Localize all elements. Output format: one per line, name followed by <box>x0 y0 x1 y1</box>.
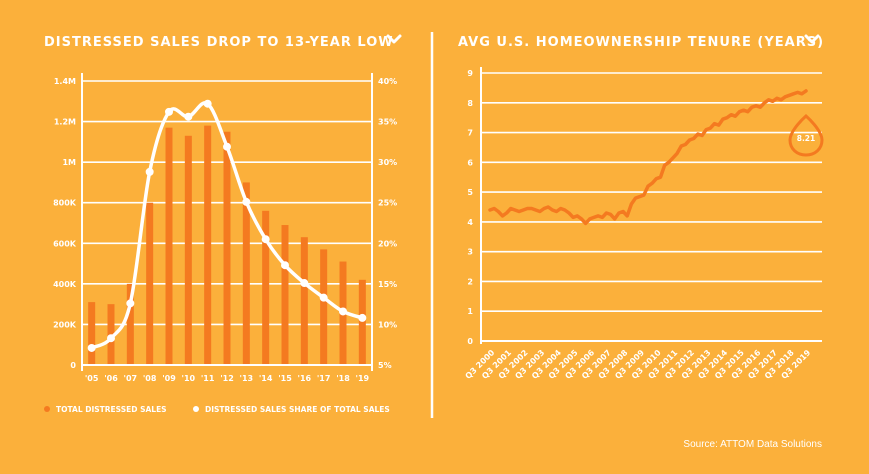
y-right-tick-label: 15% <box>378 280 397 289</box>
y-tick-label: 6 <box>467 158 473 167</box>
x-tick-label: '12 <box>220 374 234 383</box>
y-right-tick-label: 30% <box>378 158 397 167</box>
tenure-gridlines <box>480 67 822 344</box>
share-point <box>358 313 367 322</box>
share-point <box>87 343 96 352</box>
chevron-down-icon[interactable] <box>386 34 402 44</box>
left-y-axis: 0 200K 400K 600K 800K 1M 1.2M 1.4M <box>53 77 77 370</box>
x-tick-label: '15 <box>278 374 292 383</box>
y-left-tick-label: 600K <box>53 239 77 248</box>
share-point <box>319 293 328 302</box>
legend-line-label: DISTRESSED SALES SHARE OF TOTAL SALES <box>205 405 390 414</box>
y-left-tick-label: 800K <box>53 199 77 208</box>
share-point <box>145 167 154 176</box>
right-y-axis: 5% 10% 15% 20% 25% 30% 35% 40% <box>378 77 397 370</box>
share-point <box>300 279 309 288</box>
x-tick-label: '06 <box>104 374 118 383</box>
y-tick-label: 0 <box>467 337 473 346</box>
left-x-axis: '05 '06 '07 '08 '09 '10 '11 '12 '13 '14 '15 '16 '17 '… <box>85 374 370 383</box>
x-tick-label: '13 <box>240 374 254 383</box>
x-tick-label: '19 <box>356 374 370 383</box>
share-point <box>126 299 135 308</box>
x-tick-label: '07 <box>124 374 138 383</box>
legend-bar-label: TOTAL DISTRESSED SALES <box>56 405 167 414</box>
share-point <box>339 307 347 316</box>
y-right-tick-label: 40% <box>378 77 397 86</box>
chevron-down-icon[interactable] <box>804 34 820 44</box>
legend-bar-swatch <box>44 406 50 412</box>
x-tick-label: '11 <box>201 374 215 383</box>
y-left-tick-label: 0 <box>70 361 76 370</box>
x-tick-label: '08 <box>143 374 157 383</box>
tenure-chart: AVG U.S. HOMEOWNERSHIP TENURE (YEARS) 0 1… <box>458 34 824 381</box>
y-left-tick-label: 1.2M <box>54 118 76 127</box>
y-right-tick-label: 20% <box>378 239 397 248</box>
y-tick-label: 8 <box>467 99 473 108</box>
bar <box>223 131 231 365</box>
share-point <box>223 142 231 151</box>
left-legend: TOTAL DISTRESSED SALES DISTRESSED SALES … <box>44 405 390 414</box>
source-note: Source: ATTOM Data Solutions <box>683 439 822 450</box>
y-tick-label: 4 <box>467 218 473 227</box>
share-point <box>203 99 212 108</box>
legend-line-swatch <box>193 406 199 412</box>
y-tick-label: 2 <box>467 277 473 286</box>
bar <box>358 279 366 365</box>
bar <box>300 237 308 365</box>
x-tick-label: '17 <box>317 374 331 383</box>
latest-value-callout: 8.21 <box>788 114 824 157</box>
bar <box>184 135 192 365</box>
bar <box>88 302 96 365</box>
x-tick-label: '18 <box>336 374 350 383</box>
share-point <box>242 197 251 206</box>
y-tick-label: 3 <box>467 248 473 257</box>
callout-value: 8.21 <box>797 134 816 143</box>
y-right-tick-label: 25% <box>378 199 397 208</box>
share-point <box>261 235 270 244</box>
bar <box>146 202 154 365</box>
bar <box>126 283 134 365</box>
bar <box>320 249 328 365</box>
tenure-line <box>488 89 808 226</box>
y-left-tick-label: 1.4M <box>54 77 76 86</box>
x-tick-label: '14 <box>259 374 273 383</box>
tenure-line-path <box>488 89 808 226</box>
y-tick-label: 9 <box>467 69 473 78</box>
share-point <box>184 112 193 121</box>
y-right-tick-label: 35% <box>378 118 397 127</box>
share-point <box>281 261 289 270</box>
bar <box>204 125 212 365</box>
water-drop-icon <box>788 114 824 157</box>
y-tick-label: 5 <box>467 188 473 197</box>
bar <box>262 210 270 365</box>
left-chart-title: DISTRESSED SALES DROP TO 13-YEAR LOW <box>44 35 394 50</box>
x-tick-label: '10 <box>182 374 196 383</box>
y-left-tick-label: 400K <box>53 280 77 289</box>
x-tick-label: '09 <box>162 374 176 383</box>
share-point <box>165 107 173 116</box>
y-tick-label: 1 <box>467 307 473 316</box>
tenure-y-axis: 0 1 2 3 4 5 6 7 8 9 <box>467 69 473 346</box>
y-left-tick-label: 1M <box>62 158 76 167</box>
share-line-path <box>90 101 363 350</box>
left-axes <box>81 73 373 371</box>
y-tick-label: 7 <box>467 129 473 138</box>
y-right-tick-label: 10% <box>378 320 397 329</box>
right-chart-title: AVG U.S. HOMEOWNERSHIP TENURE (YEARS) <box>458 35 824 50</box>
share-line <box>87 99 367 352</box>
x-tick-label: '05 <box>85 374 99 383</box>
y-right-tick-label: 5% <box>378 361 392 370</box>
bar <box>165 127 173 366</box>
bar <box>281 225 289 365</box>
distressed-sales-chart: DISTRESSED SALES DROP TO 13-YEAR LOW 0 20… <box>44 34 402 414</box>
share-point <box>107 334 115 343</box>
bar <box>242 182 250 365</box>
y-left-tick-label: 200K <box>53 320 77 329</box>
x-tick-label: '16 <box>298 374 312 383</box>
